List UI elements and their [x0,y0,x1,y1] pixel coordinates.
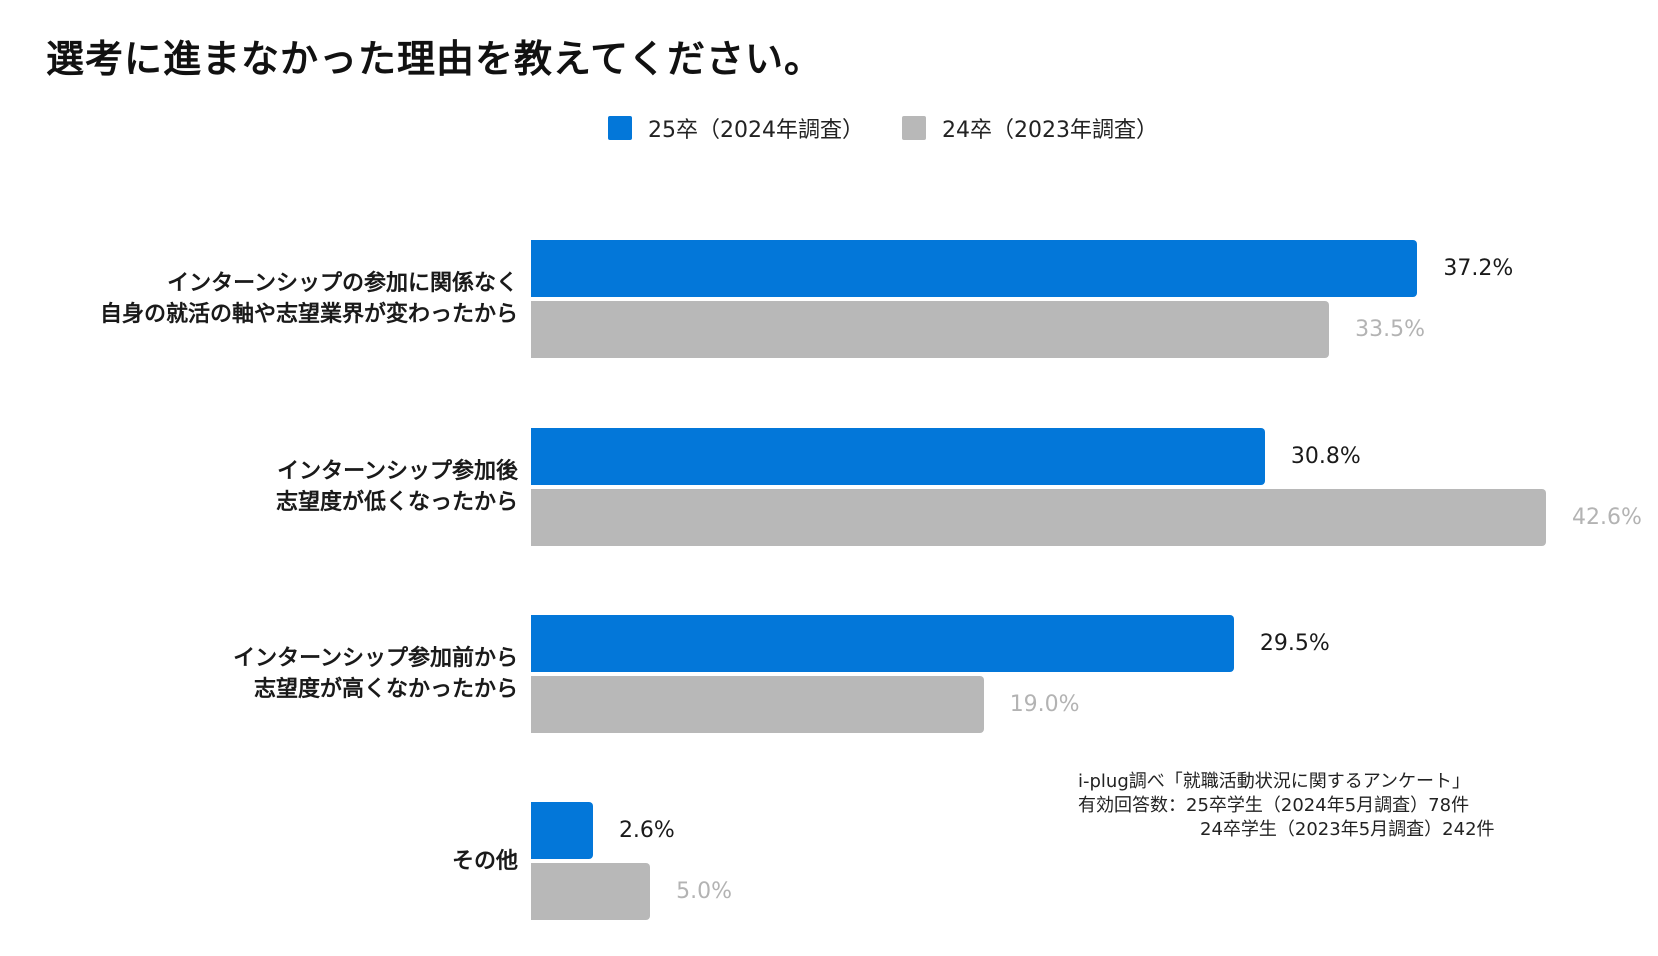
category-label-line: インターンシップの参加に関係なく [167,271,518,296]
category-label: インターンシップの参加に関係なく自身の就活の軸や志望業界が変わったから [100,268,518,330]
chart-title: 選考に進まなかった理由を教えてください。 [46,37,823,81]
legend-swatch-25 [608,116,632,140]
bar-value-label-25: 2.6% [618,817,675,843]
bar-25 [531,240,1418,297]
bar-value-label-24: 5.0% [676,878,733,904]
bar-value-label-24: 42.6% [1572,504,1642,530]
category-label-line: 自身の就活の軸や志望業界が変わったから [99,302,518,327]
bar-24 [531,489,1546,546]
category-label-line: 志望度が低くなったから [275,490,518,515]
bar-value-label-25: 37.2% [1443,255,1514,281]
category-label: インターンシップ参加後 志望度が低くなったから [276,456,518,518]
bar-value-label-24: 33.5% [1355,316,1426,342]
bar-value-label-24: 19.0% [1009,691,1080,717]
legend: 25卒（2024年調査） 24卒（2023年調査） [608,112,1196,144]
source-note-line-2: 有効回答数：25卒学生（2024年5月調査）78件 [1078,795,1470,816]
category-label-line: 志望度が高くなかったから [253,677,518,702]
category-label-line: その他 [451,848,518,874]
bar-24 [531,301,1330,358]
source-note-line-1: i-plug調べ「就職活動状況に関するアンケート」 [1078,771,1471,792]
category-label-line: インターンシップ参加前から [233,646,518,671]
category-label-line: インターンシップ参加後 [277,459,518,484]
bar-24 [531,863,651,920]
source-note-line-3: 24卒学生（2023年5月調査）242件 [1200,819,1495,840]
bar-value-label-25: 30.8% [1290,443,1361,469]
legend-label-25: 25卒（2024年調査） [648,118,864,143]
bar-24 [531,676,984,733]
category-label: その他 [452,846,518,877]
bar-25 [531,428,1265,485]
legend-item-25: 25卒（2024年調査） [608,112,864,144]
legend-item-24: 24卒（2023年調査） [901,112,1158,144]
bar-25 [531,615,1234,672]
legend-swatch-24 [901,116,926,140]
category-label: インターンシップ参加前から志望度が高くなかったから [233,643,518,705]
legend-label-24: 24卒（2023年調査） [941,118,1158,143]
bar-25 [531,802,593,859]
source-note: i-plug調べ「就職活動状況に関するアンケート」 有効回答数：25卒学生（20… [1078,770,1495,842]
bar-value-label-25: 29.5% [1259,630,1330,656]
